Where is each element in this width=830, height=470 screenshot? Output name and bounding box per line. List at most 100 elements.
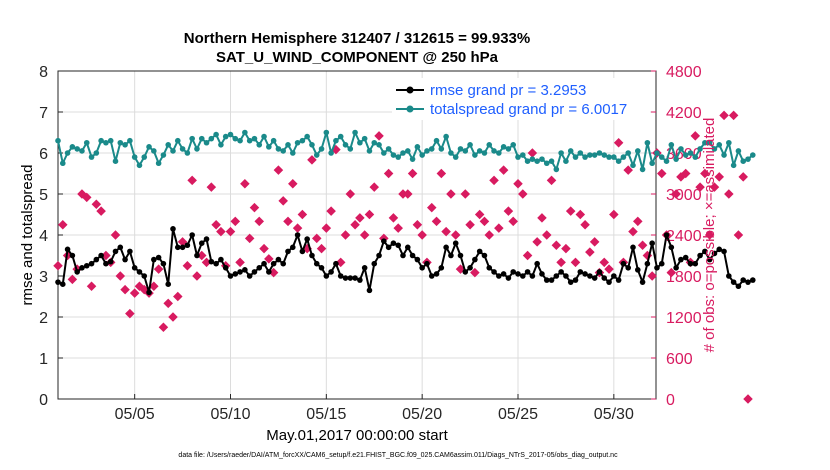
data-file-footer: data file: /Users/raeder/DAI/ATM_forcXX/… [178, 452, 618, 459]
rmse-point [596, 269, 603, 275]
rmse-point [486, 265, 493, 271]
obs-point [714, 172, 725, 182]
y-left-tick-label: 6 [39, 146, 48, 163]
totalspread-point [414, 144, 421, 150]
x-tick-label: 05/25 [498, 406, 538, 423]
rmse-point [107, 258, 114, 265]
totalspread-point [117, 139, 124, 146]
y-right-tick-label: 2400 [666, 228, 702, 245]
rmse-point [203, 236, 210, 242]
rmse-point [663, 232, 670, 238]
totalspread-point [189, 135, 195, 142]
obs-point [599, 257, 610, 268]
rmse-point [572, 277, 579, 283]
obs-point [546, 175, 557, 186]
rmse-point [548, 277, 555, 283]
totalspread-point [59, 160, 66, 167]
totalspread-point [83, 139, 90, 146]
rmse-point [443, 244, 449, 251]
obs-point [235, 257, 245, 268]
rmse-point [333, 260, 339, 267]
totalspread-point [174, 137, 181, 144]
y-right-tick-label: 600 [666, 351, 693, 368]
totalspread-point [419, 152, 425, 158]
totalspread-point [563, 158, 569, 164]
totalspread-point [673, 156, 679, 162]
rmse-point [577, 269, 584, 275]
totalspread-point [88, 154, 95, 160]
obs-point [441, 226, 451, 237]
obs-point [297, 209, 308, 220]
rmse-point [558, 269, 564, 275]
obs-point [613, 137, 624, 148]
rmse-point [371, 260, 378, 267]
totalspread-point [55, 137, 61, 144]
rmse-point [246, 273, 253, 279]
rmse-point [563, 273, 569, 279]
totalspread-point [577, 150, 584, 156]
totalspread-point [409, 156, 416, 162]
obs-point [565, 206, 576, 216]
obs-point [585, 247, 595, 257]
obs-point [254, 216, 265, 227]
obs-point [259, 243, 269, 254]
y-left-tick-label: 3 [39, 269, 48, 286]
obs-point [182, 260, 193, 271]
y-right-tick-label: 0 [666, 392, 675, 409]
obs-point [268, 267, 279, 278]
totalspread-point [548, 158, 555, 164]
obs-point [120, 284, 130, 295]
rmse-point [131, 265, 138, 271]
obs-point [633, 216, 643, 227]
obs-point [273, 165, 284, 175]
rmse-point [414, 256, 421, 263]
obs-point [173, 291, 183, 302]
totalspread-point [553, 166, 560, 173]
obs-point [527, 148, 538, 158]
y-left-tick-label: 1 [39, 351, 48, 368]
obs-point [446, 189, 456, 199]
rmse-point [127, 248, 133, 255]
y-left-tick-label: 4 [39, 228, 48, 245]
obs-point [192, 271, 202, 281]
totalspread-point [242, 129, 248, 136]
obs-point [700, 168, 710, 179]
rmse-point [630, 244, 636, 251]
y-left-tick-label: 5 [39, 187, 48, 204]
obs-point [479, 216, 490, 227]
totalspread-point [706, 139, 713, 146]
obs-point [623, 165, 633, 175]
totalspread-point [208, 135, 215, 142]
totalspread-point [467, 142, 473, 148]
obs-point [335, 257, 346, 268]
obs-point [244, 233, 255, 244]
x-tick-label: 05/10 [210, 406, 250, 423]
rmse-point [218, 256, 224, 263]
rmse-point [582, 271, 588, 277]
y-left-tick-label: 7 [39, 105, 48, 122]
legend-spread-marker [406, 105, 414, 113]
totalspread-point [505, 146, 512, 152]
totalspread-point [457, 146, 464, 152]
obs-point [518, 189, 528, 199]
totalspread-point [496, 150, 502, 156]
y-right-tick-label: 3000 [666, 187, 702, 204]
obs-point [733, 230, 744, 240]
rmse-point [625, 265, 632, 271]
rmse-point [309, 252, 315, 259]
obs-point [345, 189, 356, 199]
obs-point [460, 189, 471, 199]
rmse-point [678, 256, 684, 263]
rmse-point [266, 269, 272, 275]
grid-lines [58, 71, 656, 399]
rmse-point [721, 248, 727, 255]
obs-point [153, 264, 164, 274]
totalspread-point [740, 158, 747, 164]
totalspread-point [390, 152, 397, 158]
totalspread-point [203, 139, 210, 146]
rmse-point [79, 265, 85, 271]
totalspread-point [170, 148, 176, 154]
rmse-point [59, 281, 66, 288]
rmse-point [117, 244, 124, 251]
totalspread-point [69, 144, 76, 150]
